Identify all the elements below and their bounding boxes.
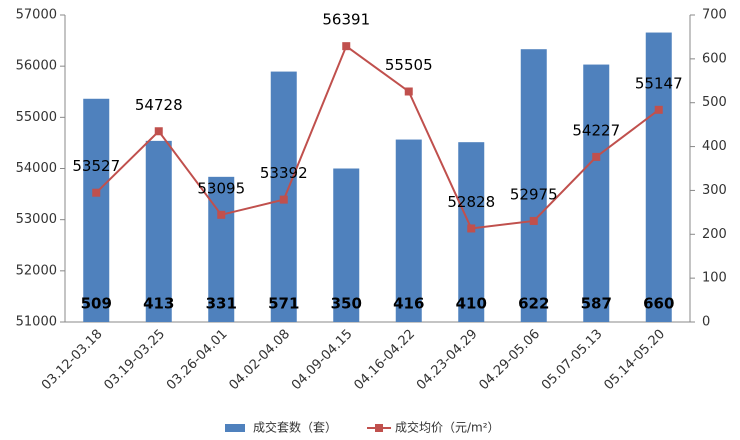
line-value-label: 54728: [135, 96, 183, 114]
bar-value-label: 350: [331, 295, 362, 313]
line-marker: [217, 210, 226, 219]
bar-value-label: 331: [206, 295, 237, 313]
y-tick-label: 57000: [16, 8, 57, 23]
bar: [395, 139, 422, 322]
bar-value-label: 622: [518, 295, 549, 313]
line-marker: [92, 188, 101, 197]
line-marker: [154, 127, 163, 136]
y2-tick-label: 600: [702, 51, 727, 66]
line-marker: [467, 224, 476, 233]
bar-value-label: 571: [268, 295, 299, 313]
x-tick-label: 04.02-04.08: [226, 327, 293, 394]
line-value-label: 55505: [385, 56, 433, 74]
line-value-label: 55147: [635, 74, 683, 92]
bar: [645, 32, 672, 323]
x-tick-label: 03.26-04.01: [164, 327, 231, 394]
y2-tick-label: 0: [702, 315, 710, 330]
line-value-label: 52975: [510, 185, 558, 203]
line-marker: [279, 195, 288, 204]
legend-label: 成交套数（套）: [253, 420, 337, 435]
y-tick-label: 54000: [16, 161, 57, 176]
bar-value-label: 416: [393, 295, 424, 313]
x-tick-label: 04.23-04.29: [414, 327, 481, 394]
bar: [208, 176, 235, 322]
bar: [145, 140, 172, 322]
line: [95, 44, 660, 230]
y-tick-label: 56000: [16, 59, 57, 74]
x-tick-label: 04.29-05.06: [476, 327, 543, 394]
y-tick-label: 53000: [16, 212, 57, 227]
y-tick-label: 52000: [16, 263, 57, 278]
bar-value-label: 413: [143, 295, 174, 313]
x-tick-label: 04.16-04.22: [351, 327, 418, 394]
x-tick-label: 05.14-05.20: [601, 327, 668, 394]
bar: [83, 98, 110, 322]
y2-tick-label: 400: [702, 139, 727, 154]
line-value-label: 56391: [322, 11, 370, 29]
x-tick-label: 05.07-05.13: [539, 327, 606, 394]
line-marker: [654, 105, 663, 114]
line-value-label: 53527: [72, 157, 120, 175]
y2-tick-label: 300: [702, 183, 727, 198]
y-tick-label: 55000: [16, 110, 57, 125]
line-marker: [404, 87, 413, 96]
y2-tick-label: 200: [702, 227, 727, 242]
line-value-label: 54227: [572, 121, 620, 139]
bar-value-label: 509: [81, 295, 112, 313]
x-tick-label: 03.19-03.25: [101, 327, 168, 394]
legend-swatch: [375, 424, 384, 432]
bar-value-label: 410: [456, 295, 487, 313]
bar: [333, 168, 360, 322]
x-tick-label: 04.09-04.15: [289, 327, 356, 394]
bar-value-label: 587: [581, 295, 612, 313]
bar: [520, 49, 547, 323]
line-marker: [342, 42, 351, 51]
legend-label: 成交均价（元/m²）: [395, 420, 500, 435]
legend-swatch: [225, 424, 245, 432]
line-marker: [592, 152, 601, 161]
line-marker: [529, 216, 538, 225]
bar-value-label: 660: [643, 295, 674, 313]
y2-tick-label: 700: [702, 8, 727, 23]
line-value-label: 53095: [197, 179, 245, 197]
bar: [583, 64, 610, 323]
y2-tick-label: 500: [702, 95, 727, 110]
y-tick-label: 51000: [16, 315, 57, 330]
y2-tick-label: 100: [702, 271, 727, 286]
x-tick-label: 03.12-03.18: [39, 327, 106, 394]
line-value-label: 53392: [260, 164, 308, 182]
line-value-label: 52828: [447, 193, 495, 211]
